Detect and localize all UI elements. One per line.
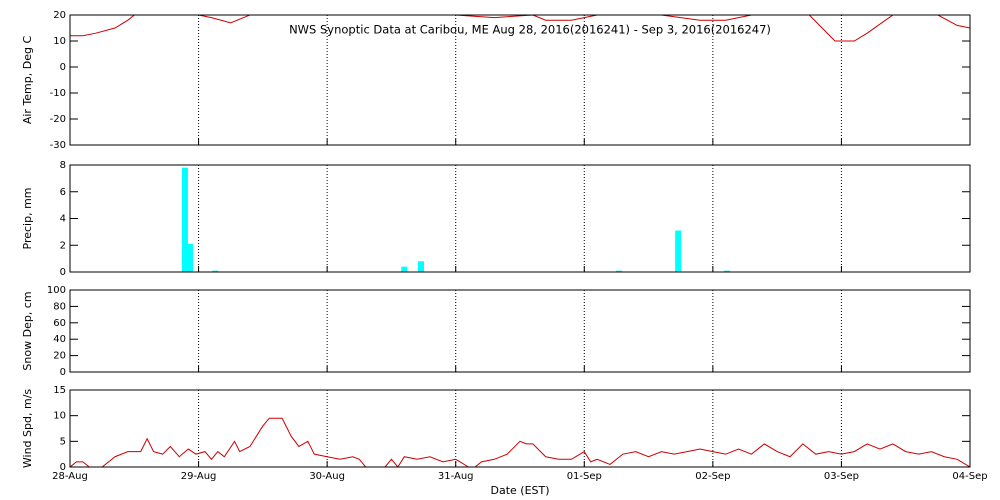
y-axis-label: Precip, mm — [21, 188, 34, 250]
bar — [181, 167, 188, 272]
y-tick-label: -30 — [50, 140, 66, 151]
panel-frame — [69, 14, 971, 146]
panel-frame — [69, 164, 971, 273]
y-axis-label: Air Temp, Deg C — [21, 36, 34, 125]
bar — [616, 270, 622, 272]
y-tick-label: 60 — [53, 318, 66, 329]
bar — [724, 270, 730, 272]
y-tick-label: 5 — [60, 436, 66, 447]
y-tick-label: 4 — [60, 214, 66, 225]
x-tick-label: 31-Aug — [438, 471, 474, 482]
chart-title: NWS Synoptic Data at Caribou, ME Aug 28,… — [289, 23, 771, 37]
x-tick-label: 30-Aug — [309, 471, 345, 482]
y-tick-label: 20 — [53, 351, 66, 362]
x-tick-label: 29-Aug — [181, 471, 217, 482]
y-tick-label: 20 — [53, 10, 66, 21]
y-tick-label: 0 — [60, 267, 66, 278]
x-tick-label: 03-Sep — [824, 471, 859, 482]
plot-area — [70, 417, 970, 467]
y-tick-label: 2 — [60, 240, 66, 251]
y-tick-label: 0 — [60, 62, 66, 73]
y-tick-label: 40 — [53, 334, 66, 345]
bar — [675, 230, 682, 272]
y-tick-label: 80 — [53, 301, 66, 312]
bar — [186, 243, 193, 272]
y-axis-label: Wind Spd, m/s — [21, 389, 34, 469]
bar — [401, 266, 408, 272]
x-axis-label: Date (EST) — [490, 484, 549, 497]
y-tick-label: 15 — [53, 385, 66, 396]
x-tick-label: 04-Sep — [952, 471, 987, 482]
y-tick-label: -10 — [50, 88, 66, 99]
y-tick-label: -20 — [50, 114, 66, 125]
y-tick-label: 8 — [60, 160, 66, 171]
y-tick-label: 0 — [60, 462, 66, 473]
data-line — [70, 417, 970, 467]
y-axis-label: Snow Dep, cm — [21, 291, 34, 370]
x-tick-label: 28-Aug — [52, 471, 88, 482]
panel-frame — [69, 389, 971, 468]
y-tick-label: 6 — [60, 187, 66, 198]
plot-area — [70, 15, 970, 42]
data-line — [70, 15, 970, 42]
y-tick-label: 0 — [60, 367, 66, 378]
plot-area — [181, 167, 730, 272]
bar — [418, 261, 424, 272]
y-tick-label: 10 — [53, 411, 66, 422]
y-tick-label: 100 — [47, 285, 66, 296]
x-tick-label: 01-Sep — [567, 471, 602, 482]
y-tick-label: 10 — [53, 36, 66, 47]
panel-frame — [69, 289, 971, 373]
x-tick-label: 02-Sep — [695, 471, 730, 482]
bar — [212, 270, 219, 272]
